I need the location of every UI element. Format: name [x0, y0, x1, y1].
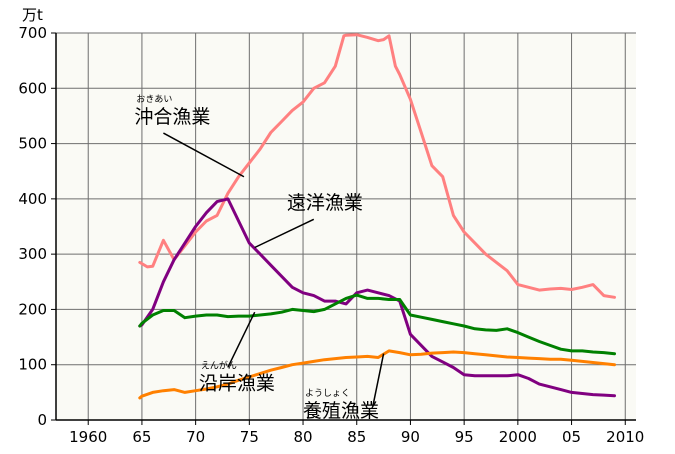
- x-tick-label-2010: 2010: [606, 428, 644, 446]
- x-tick-label-2005: 05: [562, 428, 581, 446]
- x-tick-label-1985: 85: [347, 428, 366, 446]
- y-tick-labels: 0 100 200 300 400 500 600 700: [18, 24, 47, 429]
- y-tick-label-300: 300: [18, 245, 47, 263]
- grid-lines: [56, 32, 636, 420]
- leader-line-3: [227, 311, 256, 368]
- series-ruby-4: ようしょく: [305, 388, 350, 399]
- series-label-1: 沖合漁業: [134, 106, 210, 128]
- y-tick-label-700: 700: [18, 24, 47, 42]
- x-tick-label-1980: 80: [293, 428, 312, 446]
- y-tick-label-100: 100: [18, 356, 47, 374]
- y-tick-label-500: 500: [18, 135, 47, 153]
- series-labels: おきあい沖合漁業遠洋漁業えんがん沿岸漁業ようしょく養殖漁業: [134, 94, 385, 422]
- series-label-2: 遠洋漁業: [287, 192, 363, 214]
- y-tick-label-0: 0: [37, 411, 47, 429]
- y-unit-label: 万t: [22, 6, 43, 24]
- series-line-4: [138, 349, 616, 400]
- y-tick-label-400: 400: [18, 190, 47, 208]
- series-label-3: 沿岸漁業: [199, 373, 275, 395]
- x-tick-label-2000: 2000: [499, 428, 537, 446]
- leader-line-2: [254, 218, 315, 249]
- series-label-4: 養殖漁業: [303, 400, 379, 422]
- series-line-3: [138, 293, 616, 356]
- x-tick-label-1965: 65: [132, 428, 151, 446]
- leader-line-4: [372, 353, 385, 407]
- y-tick-label-200: 200: [18, 300, 47, 318]
- plot-area: [56, 33, 636, 420]
- x-tick-label-1990: 90: [401, 428, 420, 446]
- series-ruby-3: えんがん: [201, 360, 237, 372]
- y-tick-label-600: 600: [18, 79, 47, 97]
- leader-line-1: [163, 132, 245, 178]
- series-line-2: [138, 197, 616, 398]
- x-tick-label-1970: 70: [186, 428, 205, 446]
- x-tick-label-1975: 75: [240, 428, 259, 446]
- x-tick-label-1960: 1960: [69, 428, 107, 446]
- x-tick-labels: 1960 65 70 75 80 85 90 95 2000 05 2010: [69, 428, 644, 446]
- series-line-1: [138, 33, 616, 299]
- x-tick-label-1995: 95: [455, 428, 474, 446]
- series-lines: [138, 33, 616, 400]
- series-ruby-1: おきあい: [136, 94, 172, 105]
- axes: [51, 32, 636, 425]
